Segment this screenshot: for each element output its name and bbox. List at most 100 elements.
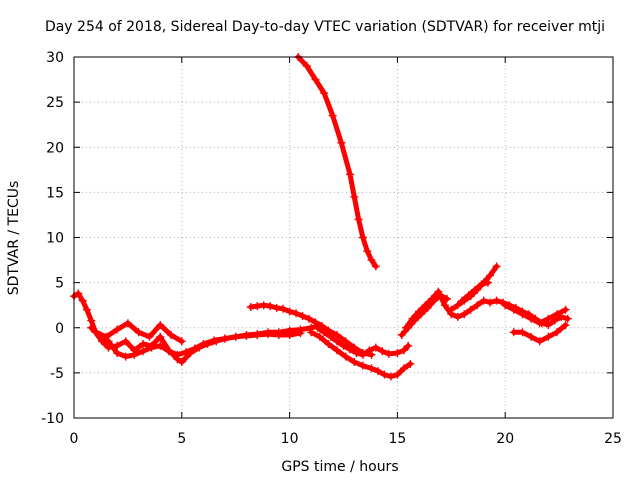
series-arc-e	[313, 323, 413, 359]
data-point	[479, 296, 488, 305]
data-point	[399, 346, 408, 355]
data-point	[156, 341, 165, 350]
x-tick-label: 15	[388, 431, 406, 447]
data-point	[486, 271, 495, 280]
data-point	[367, 364, 376, 373]
data-point	[78, 296, 87, 305]
data-point	[453, 312, 462, 321]
data-point	[404, 323, 413, 332]
data-point	[477, 280, 486, 289]
data-point	[509, 305, 518, 314]
data-point	[199, 339, 208, 348]
data-point	[305, 314, 314, 323]
data-point	[121, 352, 130, 361]
data-point	[518, 328, 527, 337]
data-point	[410, 316, 419, 325]
data-point	[130, 350, 139, 359]
data-point	[393, 370, 402, 379]
chart-title: Day 254 of 2018, Sidereal Day-to-day VTE…	[45, 19, 605, 35]
data-point	[311, 75, 320, 84]
data-point	[345, 345, 354, 354]
data-point	[535, 319, 544, 328]
series-arc-f	[307, 328, 415, 381]
data-point	[486, 298, 495, 307]
data-point	[561, 321, 570, 330]
data-point	[272, 303, 281, 312]
data-point	[259, 301, 268, 310]
data-point	[279, 304, 288, 313]
data-point	[464, 291, 473, 300]
data-point	[350, 192, 359, 201]
data-point	[345, 170, 354, 179]
data-point	[339, 341, 348, 350]
y-tick-label: 25	[46, 95, 64, 111]
data-point	[371, 343, 380, 352]
data-point	[367, 256, 376, 265]
data-point	[341, 352, 350, 361]
y-tick-label: 0	[55, 321, 64, 337]
data-point	[190, 344, 199, 353]
data-point	[535, 337, 544, 346]
data-point	[354, 215, 363, 224]
data-point	[460, 310, 469, 319]
data-point	[138, 347, 147, 356]
data-point	[333, 346, 342, 355]
data-series	[70, 53, 572, 381]
data-point	[471, 285, 480, 294]
data-point	[164, 347, 173, 356]
data-point	[527, 332, 536, 341]
data-point	[473, 301, 482, 310]
data-point	[384, 349, 393, 358]
x-tick-label: 10	[281, 431, 299, 447]
data-point	[104, 337, 113, 346]
data-point	[274, 330, 283, 339]
data-point	[430, 296, 439, 305]
data-point	[466, 305, 475, 314]
data-point	[404, 341, 413, 350]
data-point	[320, 328, 329, 337]
data-point	[177, 358, 186, 367]
data-point	[167, 330, 176, 339]
data-point	[406, 359, 415, 368]
data-point	[423, 303, 432, 312]
data-point	[121, 337, 130, 346]
series-trace	[295, 54, 379, 269]
grid-lines	[74, 57, 613, 418]
y-tick-label: 10	[46, 231, 64, 247]
x-tick-label: 20	[496, 431, 514, 447]
data-point	[324, 339, 333, 348]
series-arc-a	[70, 289, 324, 367]
data-point	[552, 328, 561, 337]
data-point	[313, 323, 322, 332]
data-point	[147, 343, 156, 352]
y-tick-label: 20	[46, 140, 64, 156]
data-point	[296, 329, 305, 338]
data-point	[328, 111, 337, 120]
data-point	[264, 330, 273, 339]
data-point	[320, 89, 329, 98]
data-point	[483, 278, 492, 287]
data-point	[393, 349, 402, 358]
series-arc-k	[458, 278, 492, 305]
data-point	[492, 296, 501, 305]
y-axis-label: SDTVAR / TECUs	[6, 181, 22, 296]
data-point	[315, 332, 324, 341]
data-point	[544, 332, 553, 341]
data-point	[156, 321, 165, 330]
y-tick-label: 5	[55, 276, 64, 292]
data-point	[82, 305, 91, 314]
data-point	[253, 302, 262, 311]
data-point	[492, 262, 501, 271]
data-point	[210, 336, 219, 345]
data-point	[350, 358, 359, 367]
series-arc-c	[91, 319, 186, 346]
series-arc-m	[501, 301, 570, 328]
y-tick-label: -10	[41, 411, 64, 427]
data-point	[561, 305, 570, 314]
data-point	[544, 314, 553, 323]
axis-ticks: 0 5 10 15 20 25 -10 -5 0 5 10 15 20 25 30	[41, 50, 622, 447]
data-point	[341, 337, 350, 346]
data-point	[285, 330, 294, 339]
data-point	[311, 318, 320, 327]
